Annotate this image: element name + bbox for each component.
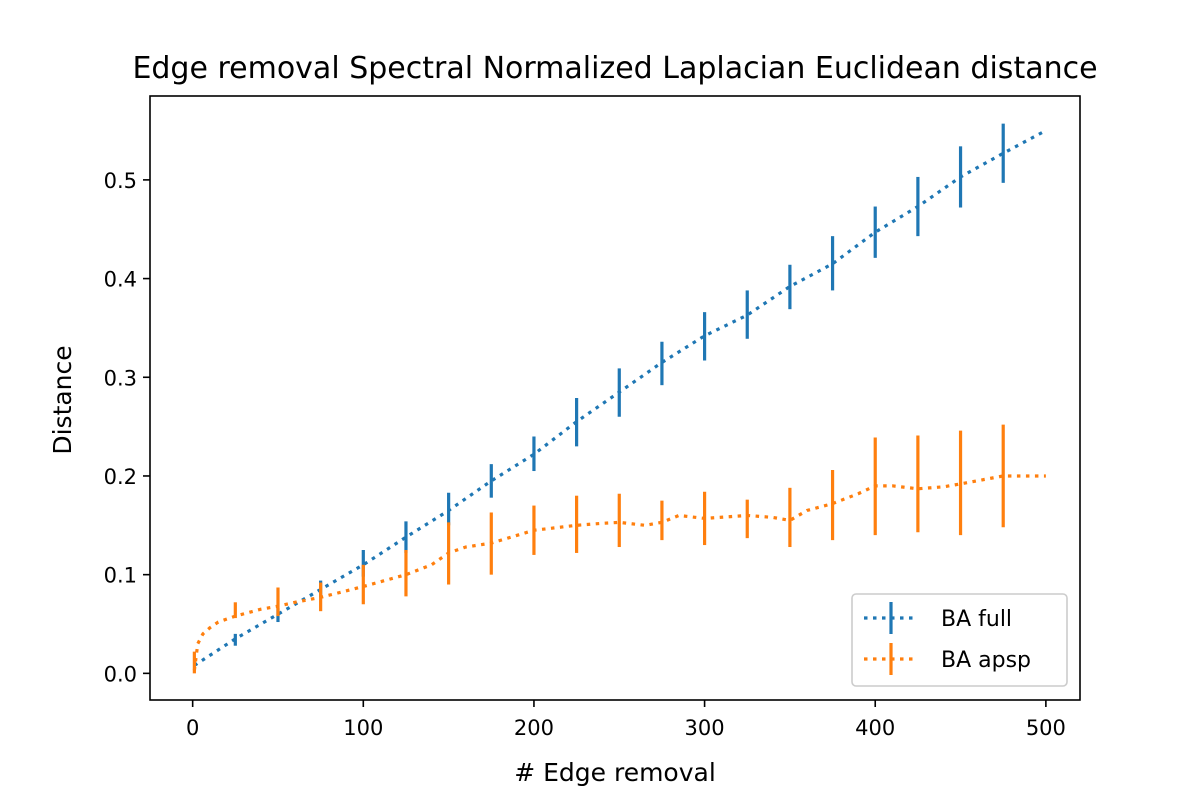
x-tick-label: 0: [186, 716, 199, 740]
x-tick-label: 400: [855, 716, 895, 740]
y-tick-label: 0.2: [104, 465, 137, 489]
x-axis-label: # Edge removal: [514, 758, 716, 787]
axes-frame: [149, 95, 1081, 701]
legend-box: [851, 593, 1068, 687]
legend-label-1: BA full: [941, 607, 1012, 632]
y-tick-label: 0.1: [104, 564, 137, 588]
x-tick-label: 500: [1026, 716, 1066, 740]
y-axis-label: Distance: [48, 345, 77, 454]
chart-title: Edge removal Spectral Normalized Laplaci…: [132, 51, 1097, 86]
plot-area: 0 100 200 300 400 500 0.0 0.1 0.2 0.3 0.4 0.5: [104, 95, 1081, 740]
y-tick-label: 0.5: [104, 169, 137, 193]
y-tick-label: 0.3: [104, 366, 137, 390]
x-tick-label: 200: [514, 716, 554, 740]
legend-label-2: BA apsp: [941, 648, 1031, 673]
x-tick-label: 300: [685, 716, 725, 740]
y-tick-label: 0.4: [104, 268, 137, 292]
y-tick-label: 0.0: [104, 662, 137, 686]
x-tick-label: 100: [343, 716, 383, 740]
legend: BA full BA apsp: [851, 593, 1068, 687]
